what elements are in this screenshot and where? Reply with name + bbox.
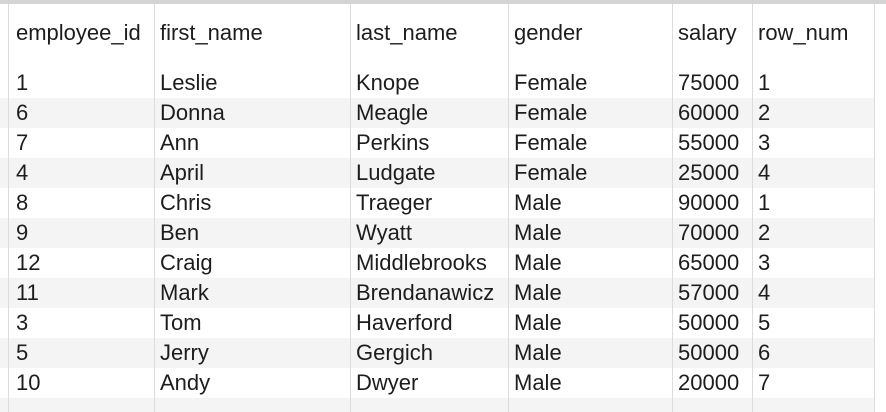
- cell-row-num[interactable]: 7: [758, 370, 771, 395]
- cell-gender[interactable]: Male: [514, 310, 562, 335]
- cell-salary[interactable]: 50000: [678, 310, 740, 335]
- column-divider: [508, 4, 509, 412]
- top-border: [0, 0, 886, 4]
- cell-employee-id[interactable]: 8: [16, 190, 29, 215]
- cell-salary[interactable]: 50000: [678, 340, 740, 365]
- cell-gender[interactable]: Male: [514, 190, 562, 215]
- cell-row-num[interactable]: 3: [758, 250, 771, 275]
- cell-last-name[interactable]: Ludgate: [356, 160, 436, 185]
- cell-gender[interactable]: Male: [514, 280, 562, 305]
- table-row[interactable]: 6 Donna Meagle Female 60000 2: [0, 98, 874, 128]
- cell-employee-id[interactable]: 3: [16, 310, 29, 335]
- cell-salary[interactable]: 60000: [678, 100, 740, 125]
- cell-salary[interactable]: 20000: [678, 370, 740, 395]
- cell-last-name[interactable]: Traeger: [356, 190, 433, 215]
- column-divider: [874, 4, 875, 412]
- cell-employee-id[interactable]: 10: [16, 370, 41, 395]
- cell-last-name[interactable]: Haverford: [356, 310, 453, 335]
- table-header: employee_id first_name last_name gender …: [0, 4, 886, 58]
- cell-first-name[interactable]: Donna: [160, 100, 225, 125]
- cell-first-name[interactable]: Ben: [160, 220, 200, 245]
- cell-first-name[interactable]: Chris: [160, 190, 212, 215]
- cell-row-num[interactable]: 6: [758, 340, 771, 365]
- cell-salary[interactable]: 75000: [678, 70, 740, 95]
- cell-first-name[interactable]: Leslie: [160, 70, 218, 95]
- column-header-salary[interactable]: salary: [678, 20, 737, 45]
- cell-salary[interactable]: 57000: [678, 280, 740, 305]
- column-header-employee-id[interactable]: employee_id: [16, 20, 141, 45]
- column-divider: [672, 4, 673, 412]
- table-row[interactable]: 5 Jerry Gergich Male 50000 6: [0, 338, 874, 368]
- cell-row-num[interactable]: 5: [758, 310, 771, 335]
- column-header-gender[interactable]: gender: [514, 20, 583, 45]
- table-row[interactable]: 8 Chris Traeger Male 90000 1: [0, 188, 874, 218]
- table-row[interactable]: 12 Craig Middlebrooks Male 65000 3: [0, 248, 874, 278]
- table-row[interactable]: 9 Ben Wyatt Male 70000 2: [0, 218, 874, 248]
- cell-last-name[interactable]: Meagle: [356, 100, 429, 125]
- column-divider: [154, 4, 155, 412]
- cell-gender[interactable]: Female: [514, 160, 588, 185]
- table-row[interactable]: 11 Mark Brendanawicz Male 57000 4: [0, 278, 874, 308]
- cell-row-num[interactable]: 3: [758, 130, 771, 155]
- cell-gender[interactable]: Female: [514, 130, 588, 155]
- cell-employee-id[interactable]: 11: [16, 280, 39, 305]
- cell-gender[interactable]: Male: [514, 370, 562, 395]
- cell-employee-id[interactable]: 9: [16, 220, 29, 245]
- cell-first-name[interactable]: Ann: [160, 130, 200, 155]
- cell-first-name[interactable]: Andy: [160, 370, 211, 395]
- table-row[interactable]: 10 Andy Dwyer Male 20000 7: [0, 368, 874, 398]
- cell-row-num[interactable]: 1: [758, 190, 771, 215]
- cell-salary[interactable]: 90000: [678, 190, 740, 215]
- cell-row-num[interactable]: 4: [758, 280, 771, 305]
- cell-employee-id[interactable]: 7: [16, 130, 29, 155]
- column-divider: [752, 4, 753, 412]
- cell-salary[interactable]: 25000: [678, 160, 740, 185]
- cell-last-name[interactable]: Wyatt: [356, 220, 413, 245]
- cell-employee-id[interactable]: 4: [16, 160, 29, 185]
- table-row[interactable]: 7 Ann Perkins Female 55000 3: [0, 128, 874, 158]
- cell-last-name[interactable]: Knope: [356, 70, 420, 95]
- cell-first-name[interactable]: Tom: [160, 310, 202, 335]
- cell-gender[interactable]: Female: [514, 100, 588, 125]
- cell-row-num[interactable]: 1: [758, 70, 771, 95]
- cell-first-name[interactable]: April: [160, 160, 205, 185]
- cell-row-num[interactable]: 2: [758, 100, 771, 125]
- cell-gender[interactable]: Female: [514, 70, 588, 95]
- cell-salary[interactable]: 55000: [678, 130, 740, 155]
- cell-row-num[interactable]: 4: [758, 160, 771, 185]
- cell-last-name[interactable]: Gergich: [356, 340, 434, 365]
- cell-salary[interactable]: 65000: [678, 250, 740, 275]
- cell-gender[interactable]: Male: [514, 340, 562, 365]
- cell-first-name[interactable]: Mark: [160, 280, 209, 305]
- cell-first-name[interactable]: Jerry: [160, 340, 209, 365]
- column-divider: [350, 4, 351, 412]
- table-row[interactable]: 1 Leslie Knope Female 75000 1: [0, 68, 874, 98]
- column-header-row-num[interactable]: row_num: [758, 20, 849, 45]
- cell-employee-id[interactable]: 1: [16, 70, 29, 95]
- cell-last-name[interactable]: Middlebrooks: [356, 250, 487, 275]
- cell-last-name[interactable]: Perkins: [356, 130, 430, 155]
- cell-employee-id[interactable]: 6: [16, 100, 29, 125]
- cell-employee-id[interactable]: 5: [16, 340, 29, 365]
- column-header-first-name[interactable]: first_name: [160, 20, 263, 45]
- result-grid[interactable]: employee_id first_name last_name gender …: [0, 4, 886, 412]
- cell-employee-id[interactable]: 12: [16, 250, 41, 275]
- cell-first-name[interactable]: Craig: [160, 250, 213, 275]
- cell-last-name[interactable]: Brendanawicz: [356, 280, 495, 305]
- cell-gender[interactable]: Male: [514, 220, 562, 245]
- column-header-last-name[interactable]: last_name: [356, 20, 458, 45]
- cell-last-name[interactable]: Dwyer: [356, 370, 419, 395]
- empty-row: [0, 398, 874, 412]
- cell-salary[interactable]: 70000: [678, 220, 740, 245]
- table-row[interactable]: 4 April Ludgate Female 25000 4: [0, 158, 874, 188]
- cell-row-num[interactable]: 2: [758, 220, 771, 245]
- table-row[interactable]: 3 Tom Haverford Male 50000 5: [0, 308, 874, 338]
- column-divider: [8, 4, 9, 412]
- cell-gender[interactable]: Male: [514, 250, 562, 275]
